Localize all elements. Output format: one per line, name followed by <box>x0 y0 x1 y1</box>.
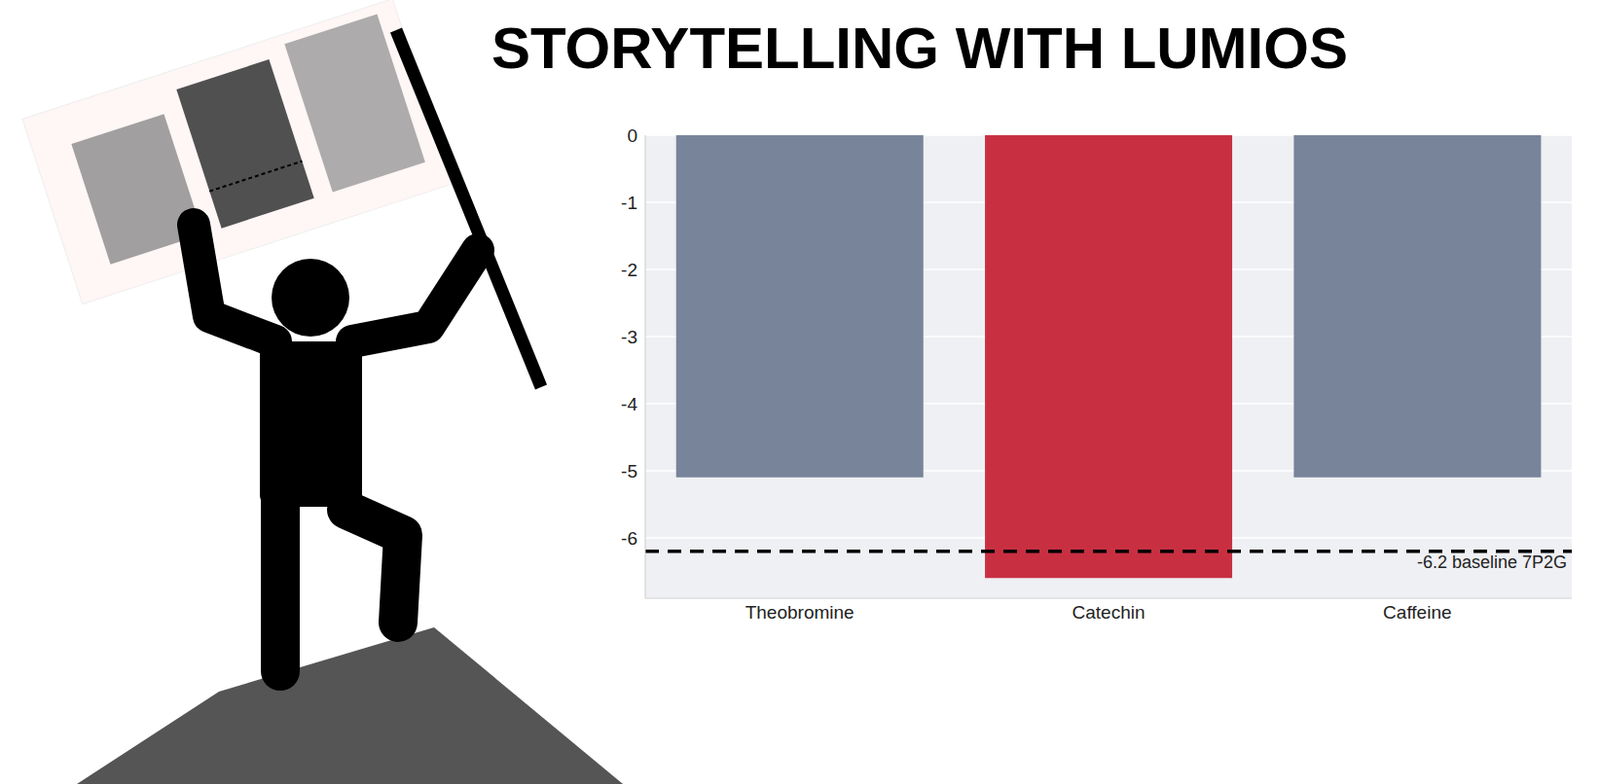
svg-text:-1: -1 <box>620 192 638 214</box>
svg-text:-6.2 baseline 7P2G: -6.2 baseline 7P2G <box>1417 552 1567 573</box>
svg-text:-3: -3 <box>620 327 638 348</box>
svg-text:Caffeine: Caffeine <box>1382 602 1452 623</box>
svg-text:Catechin: Catechin <box>1072 602 1146 623</box>
svg-text:0: 0 <box>626 125 638 146</box>
svg-text:Theobromine: Theobromine <box>745 602 855 623</box>
svg-text:-5: -5 <box>620 461 638 482</box>
html-text:STORYTELLING WITH LUMIOS: STORYTELLING WITH LUMIOS <box>491 15 1348 81</box>
svg-text:-2: -2 <box>620 259 638 281</box>
svg-text:-6: -6 <box>620 528 638 549</box>
svg-text:-4: -4 <box>620 394 638 415</box>
